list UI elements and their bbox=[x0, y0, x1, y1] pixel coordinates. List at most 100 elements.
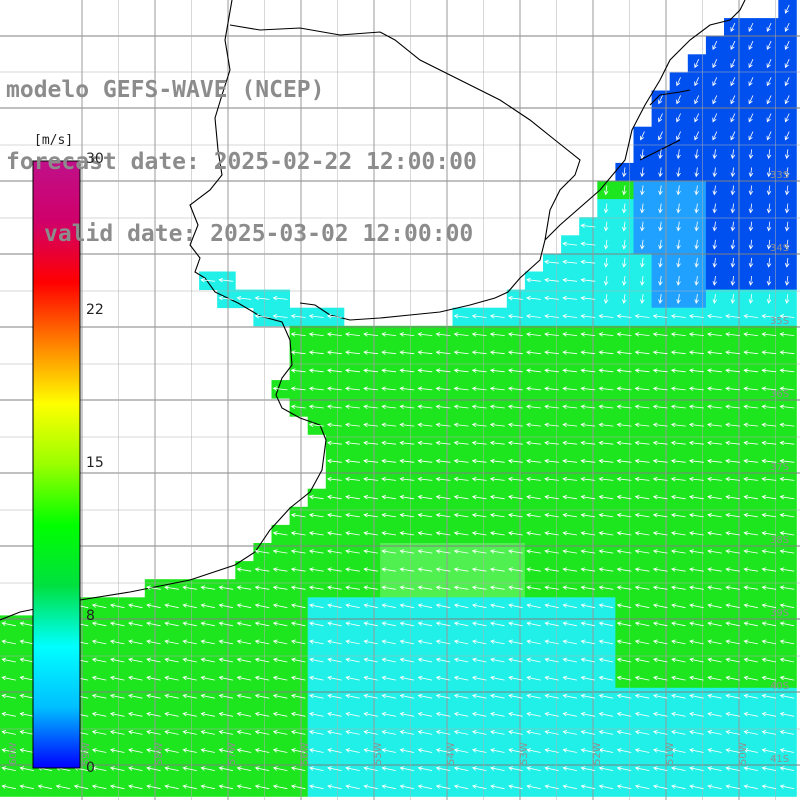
wind-arrow bbox=[670, 332, 686, 337]
wind-arrow bbox=[453, 368, 469, 373]
wind-arrow bbox=[507, 314, 523, 319]
wind-arrow bbox=[634, 513, 650, 518]
wind-arrow bbox=[218, 603, 234, 609]
wind-arrow bbox=[598, 603, 614, 609]
wind-arrow bbox=[634, 404, 650, 410]
wind-arrow bbox=[779, 494, 795, 500]
wind-arrow bbox=[725, 657, 740, 663]
wind-arrow bbox=[598, 766, 614, 771]
wind-arrow bbox=[218, 675, 234, 681]
wind-arrow bbox=[634, 549, 650, 554]
wind-arrow bbox=[766, 185, 772, 196]
wind-arrow bbox=[544, 784, 559, 790]
wind-arrow bbox=[272, 711, 288, 717]
wind-arrow bbox=[725, 621, 740, 627]
wind-arrow bbox=[308, 404, 324, 410]
wind-arrow bbox=[598, 404, 614, 410]
wind-arrow bbox=[634, 494, 650, 500]
wind-arrow bbox=[345, 748, 360, 753]
wind-arrow bbox=[236, 639, 252, 645]
wind-arrow bbox=[580, 241, 596, 247]
wind-arrow bbox=[743, 693, 758, 699]
wind-arrow bbox=[658, 167, 663, 178]
wind-arrow bbox=[399, 730, 415, 735]
wind-arrow bbox=[490, 784, 505, 790]
wind-arrow bbox=[689, 657, 704, 663]
wind-arrow bbox=[562, 730, 577, 735]
wind-arrow bbox=[694, 203, 699, 214]
wind-arrow bbox=[381, 585, 397, 590]
wind-arrow bbox=[784, 4, 790, 14]
wind-arrow bbox=[363, 350, 379, 355]
wind-arrow bbox=[91, 730, 107, 735]
wind-arrow bbox=[580, 404, 596, 410]
wind-arrow bbox=[290, 350, 306, 355]
wind-arrow bbox=[712, 95, 718, 105]
wind-arrow bbox=[598, 711, 614, 717]
wind-arrow bbox=[471, 476, 487, 482]
wind-arrow bbox=[308, 513, 324, 518]
wind-arrow bbox=[598, 621, 614, 627]
wind-arrow bbox=[236, 585, 252, 590]
lon-label: 53W bbox=[519, 742, 530, 765]
wind-arrow bbox=[417, 404, 433, 410]
wind-arrow bbox=[743, 549, 759, 554]
wind-arrow bbox=[417, 513, 433, 518]
wind-arrow bbox=[381, 494, 397, 500]
wind-arrow bbox=[91, 675, 107, 681]
wind-arrow bbox=[779, 748, 795, 753]
wind-arrow bbox=[652, 531, 668, 536]
wind-arrow bbox=[128, 603, 143, 609]
wind-arrow bbox=[730, 221, 736, 232]
wind-arrow bbox=[381, 711, 396, 717]
wind-arrow bbox=[670, 422, 686, 428]
wind-arrow bbox=[363, 422, 379, 428]
wind-arrow bbox=[345, 531, 360, 536]
wind-arrow bbox=[345, 549, 360, 554]
wind-arrow bbox=[272, 693, 288, 699]
wind-arrow bbox=[200, 603, 215, 609]
wind-arrow bbox=[327, 567, 342, 572]
wind-arrow bbox=[309, 748, 324, 753]
wind-arrow bbox=[580, 567, 596, 572]
wind-arrow bbox=[598, 675, 614, 681]
wind-arrow bbox=[254, 567, 270, 572]
wind-arrow bbox=[345, 422, 360, 428]
wind-arrow bbox=[622, 167, 627, 178]
wind-arrow bbox=[308, 422, 324, 428]
wind-arrow bbox=[381, 513, 397, 518]
wind-arrow bbox=[182, 766, 197, 771]
wind-arrow bbox=[381, 675, 396, 681]
wind-arrow bbox=[761, 314, 777, 319]
wind-arrow bbox=[671, 711, 686, 717]
wind-arrow bbox=[689, 567, 704, 572]
wind-arrow bbox=[676, 185, 681, 196]
wind-arrow bbox=[562, 386, 578, 391]
wind-arrow bbox=[652, 422, 668, 428]
wind-arrow bbox=[598, 657, 614, 663]
wind-arrow bbox=[652, 404, 668, 410]
wind-arrow bbox=[598, 476, 614, 482]
wind-arrow bbox=[272, 766, 288, 771]
wind-arrow bbox=[748, 294, 754, 304]
wind-arrow bbox=[508, 549, 523, 554]
wind-arrow bbox=[363, 657, 378, 663]
wind-arrow bbox=[146, 766, 161, 771]
wind-arrow bbox=[725, 693, 740, 699]
wind-arrow bbox=[694, 77, 700, 87]
wind-arrow bbox=[761, 513, 777, 518]
wind-arrow bbox=[634, 386, 650, 391]
lon-label: 57W bbox=[227, 742, 238, 765]
wind-arrow bbox=[19, 748, 34, 753]
wind-arrow bbox=[676, 149, 681, 160]
wind-arrow bbox=[639, 131, 645, 141]
wind-arrow bbox=[580, 585, 596, 590]
wind-arrow bbox=[345, 513, 360, 518]
wind-arrow bbox=[526, 784, 541, 790]
wind-arrow bbox=[526, 603, 541, 609]
wind-arrow bbox=[91, 693, 107, 699]
wind-arrow bbox=[670, 476, 686, 482]
wind-arrow bbox=[508, 513, 523, 518]
wind-arrow bbox=[327, 784, 342, 790]
wind-arrow bbox=[580, 621, 596, 627]
